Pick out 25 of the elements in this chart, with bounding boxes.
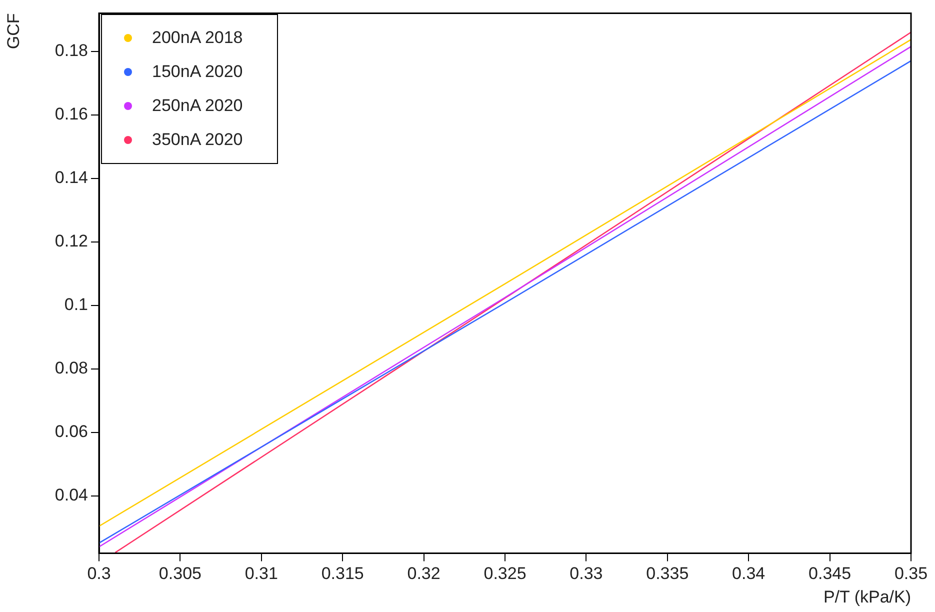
- y-tick-label: 0.18: [54, 41, 88, 60]
- y-tick-label: 0.04: [54, 486, 88, 505]
- x-tick-label: 0.345: [808, 564, 852, 584]
- legend-label: 150nA 2020: [152, 62, 243, 82]
- x-axis-title: P/T (kPa/K): [823, 587, 911, 606]
- y-tick-label: 0.16: [54, 104, 88, 124]
- x-tick-label: 0.335: [646, 564, 689, 584]
- x-tick-label: 0.35: [894, 564, 928, 584]
- y-tick-label: 0.1: [64, 295, 88, 314]
- x-tick-label: 0.33: [570, 564, 603, 584]
- legend-label: 200nA 2018: [152, 28, 243, 48]
- y-tick-label: 0.08: [54, 358, 88, 378]
- x-tick-label: 0.325: [484, 564, 526, 584]
- x-tick-label: 0.3: [87, 564, 111, 584]
- y-axis-title: GCF: [4, 13, 23, 50]
- legend-label: 250nA 2020: [152, 96, 243, 116]
- y-tick-label: 0.14: [54, 168, 88, 188]
- x-tick-label: 0.34: [732, 564, 766, 584]
- x-tick-label: 0.31: [244, 564, 278, 584]
- legend-label: 350nA 2020: [152, 130, 243, 150]
- x-tick-label: 0.32: [407, 564, 440, 584]
- x-tick-label: 0.315: [321, 564, 364, 584]
- y-tick-label: 0.12: [54, 232, 88, 251]
- y-tick-label: 0.06: [54, 422, 88, 442]
- x-tick-label: 0.305: [158, 564, 202, 584]
